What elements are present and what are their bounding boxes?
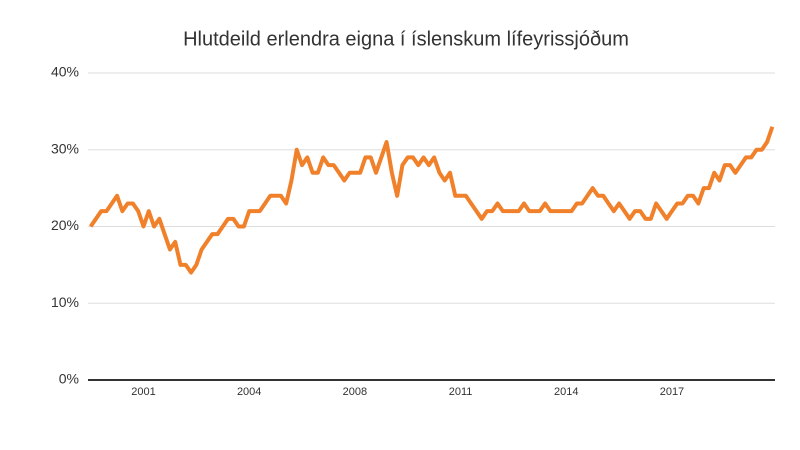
x-tick-label: 2008 bbox=[343, 386, 367, 398]
x-tick-label: 2011 bbox=[449, 386, 473, 398]
y-tick-label: 0% bbox=[59, 371, 79, 387]
x-tick-label: 2004 bbox=[237, 386, 261, 398]
x-tick-label: 2001 bbox=[131, 386, 155, 398]
x-tick-label: 2017 bbox=[660, 386, 684, 398]
x-tick-label: 2014 bbox=[554, 386, 578, 398]
y-tick-label: 30% bbox=[51, 140, 79, 156]
chart-title: Hlutdeild erlendra eigna í íslenskum líf… bbox=[183, 28, 629, 50]
line-series bbox=[88, 126, 775, 275]
y-tick-label: 10% bbox=[51, 294, 79, 310]
y-tick-label: 20% bbox=[51, 217, 79, 233]
y-tick-label: 40% bbox=[51, 64, 79, 80]
